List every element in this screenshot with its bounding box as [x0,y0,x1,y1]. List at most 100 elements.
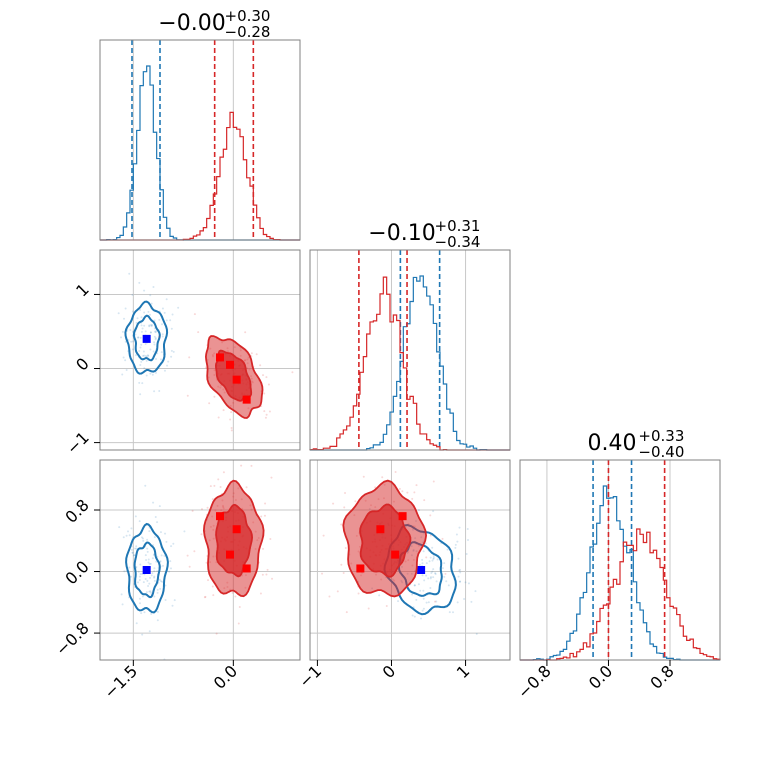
sample-point [137,570,140,573]
x-tick-label: 0.0 [210,661,241,692]
sample-point [154,331,157,334]
panel-content [310,460,510,660]
sample-point [417,509,420,512]
contour-blue-0 [125,522,169,614]
sample-point [434,572,437,575]
x-tick-label: 0.8 [646,661,677,692]
sample-point [159,587,162,590]
sample-point [154,516,157,519]
sample-point [260,515,263,518]
sample-point [143,311,146,314]
sample-point [144,330,147,333]
sample-point [149,372,152,375]
sample-point [158,335,161,338]
sample-point [156,619,159,622]
sample-point [128,534,131,537]
sample-point [154,337,157,340]
marker-red [242,395,251,404]
sample-point [140,612,143,615]
sample-point [444,572,447,575]
sample-point [222,471,225,474]
panel-title-minus-1: −0.34 [435,233,481,251]
sample-point [455,533,458,536]
sample-point [144,554,147,557]
sample-point [144,354,147,357]
sample-point [120,336,123,339]
sample-point [145,558,148,561]
x-tick-label: −1.5 [100,661,141,702]
sample-point [378,594,381,597]
sample-point [165,319,168,322]
sample-point [140,316,143,319]
sample-point [432,558,435,561]
sample-point [458,526,461,529]
sample-point [177,306,180,309]
panel-frame [519,459,721,661]
sample-point [344,492,347,495]
sample-point [267,383,270,386]
sample-point [160,554,163,557]
sample-point [456,540,459,543]
sample-point [137,336,140,339]
sample-point [448,611,451,614]
sample-point [172,542,175,545]
sample-point [234,595,237,598]
sample-point [270,476,273,479]
sample-point [155,357,158,360]
sample-point [343,506,346,509]
sample-point [153,343,156,346]
sample-point [205,561,208,564]
sample-point [149,294,152,297]
sample-point [230,429,233,432]
sample-point [200,508,203,511]
sample-point [153,335,156,338]
marker-red [398,512,407,521]
panel-frame [99,249,301,451]
sample-point [328,595,331,598]
y-tick-label: −1 [63,428,93,458]
sample-point [446,548,449,551]
sample-point [153,390,156,393]
sample-point [456,601,459,604]
marker-red [242,564,251,573]
histogram-series-blue [310,275,510,451]
sample-point [340,523,343,526]
sample-point [129,575,132,578]
sample-point [135,545,138,548]
sample-point [422,550,425,553]
sample-point [381,476,384,479]
sample-point [149,590,152,593]
sample-point [143,324,146,327]
sample-point [163,311,166,314]
sample-point [154,338,157,341]
sample-point [421,574,424,577]
sample-point [354,500,357,503]
sample-point [465,553,468,556]
sample-point [159,358,162,361]
sample-point [142,350,145,353]
sample-point [265,376,268,379]
sample-point [474,590,477,593]
sample-point [429,514,432,517]
marker-red [376,525,385,534]
sample-point [415,484,418,487]
sample-point [406,491,409,494]
sample-point [150,574,153,577]
sample-point [148,582,151,585]
sample-point [160,351,163,354]
marker-red [226,360,234,369]
sample-point [265,413,268,416]
sample-point [123,570,126,573]
marker-blue [142,566,151,574]
sample-point [140,360,143,363]
sample-point [421,609,424,612]
sample-point [169,319,172,322]
marker-blue [142,334,151,343]
sample-point [118,526,121,529]
sample-point [148,562,151,565]
marker-red [391,550,400,559]
y-tick-label: 0 [72,354,93,375]
panel-title-1: −0.10 [368,221,435,246]
sample-point [125,534,128,537]
sample-point [164,584,167,587]
